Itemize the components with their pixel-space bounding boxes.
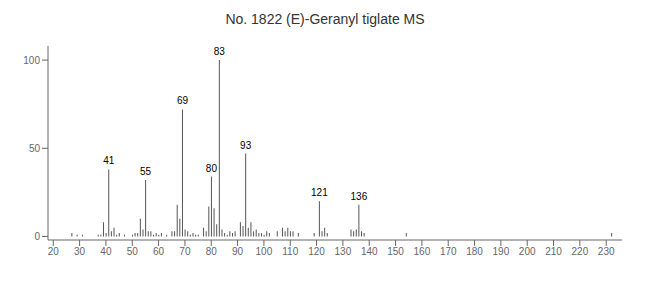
- svg-text:50: 50: [29, 143, 41, 154]
- svg-text:80: 80: [206, 246, 218, 257]
- svg-text:136: 136: [351, 191, 368, 202]
- svg-text:100: 100: [23, 55, 40, 66]
- svg-text:55: 55: [140, 166, 152, 177]
- svg-text:83: 83: [214, 46, 226, 57]
- svg-text:93: 93: [240, 140, 252, 151]
- svg-text:170: 170: [440, 246, 457, 257]
- svg-text:180: 180: [466, 246, 483, 257]
- svg-text:150: 150: [387, 246, 404, 257]
- svg-text:200: 200: [519, 246, 536, 257]
- svg-text:0: 0: [34, 231, 40, 242]
- svg-text:140: 140: [361, 246, 378, 257]
- svg-text:50: 50: [127, 246, 139, 257]
- svg-text:120: 120: [308, 246, 325, 257]
- svg-text:130: 130: [335, 246, 352, 257]
- svg-text:190: 190: [493, 246, 510, 257]
- svg-text:30: 30: [74, 246, 86, 257]
- svg-text:110: 110: [282, 246, 298, 257]
- svg-text:230: 230: [598, 246, 615, 257]
- svg-text:210: 210: [545, 246, 562, 257]
- svg-text:160: 160: [414, 246, 431, 257]
- svg-text:41: 41: [103, 155, 115, 166]
- svg-text:220: 220: [572, 246, 589, 257]
- svg-text:90: 90: [232, 246, 244, 257]
- html-text:No. 1822 (E)-Geranyl tiglate M: No. 1822 (E)-Geranyl tiglate MS: [225, 11, 425, 27]
- svg-text:100: 100: [256, 246, 273, 257]
- svg-text:121: 121: [311, 187, 328, 198]
- svg-text:69: 69: [177, 95, 189, 106]
- svg-text:80: 80: [206, 163, 218, 174]
- svg-text:70: 70: [179, 246, 191, 257]
- svg-text:40: 40: [100, 246, 112, 257]
- svg-text:20: 20: [48, 246, 60, 257]
- svg-text:60: 60: [153, 246, 165, 257]
